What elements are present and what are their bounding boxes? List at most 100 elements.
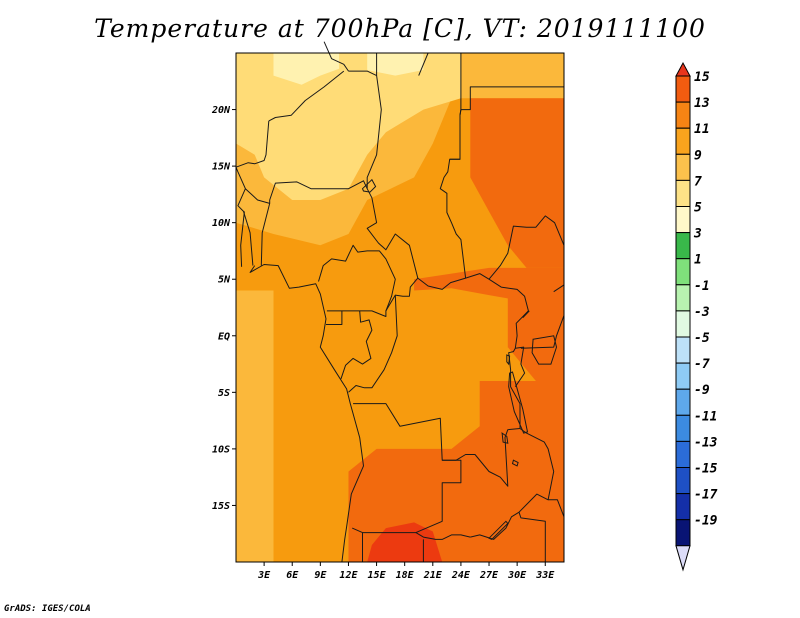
- sudan-warm-zone: [470, 98, 564, 268]
- x-tick-label: 9E: [314, 570, 327, 581]
- lake-bangweulu: [511, 459, 519, 467]
- colorbar-box: [675, 258, 691, 286]
- grads-credit: GrADS: IGES/COLA: [4, 604, 91, 614]
- x-tick-label: 15E: [368, 570, 387, 581]
- lake-kariba: [488, 520, 509, 540]
- border-line: [249, 264, 364, 563]
- border-line: [348, 70, 419, 279]
- chart-title: Temperature at 700hPa [C], VT: 201911110…: [94, 14, 706, 43]
- border-line: [348, 295, 398, 393]
- colorbar-box: [675, 284, 691, 312]
- colorbar-label: 15: [694, 70, 710, 85]
- border-line: [449, 53, 462, 160]
- colorbar-label: 11: [694, 122, 710, 137]
- colorbar-label: 3: [693, 227, 702, 242]
- border-line: [514, 346, 526, 387]
- x-tick-label: 6E: [286, 570, 299, 581]
- colorbar-label: -9: [694, 383, 710, 398]
- lake-chad: [361, 178, 377, 193]
- colorbar-box: [675, 127, 691, 155]
- colorbar-label: -3: [694, 305, 710, 320]
- border-line: [235, 120, 270, 168]
- lake-tanganyika: [508, 371, 529, 434]
- colorbar-bottom-arrow: [675, 545, 691, 572]
- colorbar-label: -13: [694, 435, 718, 450]
- x-tick-label: 33E: [535, 570, 555, 581]
- border-line: [340, 310, 373, 379]
- y-tick-label: 5S: [218, 388, 230, 399]
- border-line: [318, 244, 396, 312]
- border-line: [488, 215, 565, 280]
- colorbar-label: -11: [694, 409, 717, 424]
- x-tick-label: 30E: [507, 570, 527, 581]
- y-tick-label: 10S: [212, 444, 230, 455]
- border-line: [323, 41, 349, 72]
- border-line: [351, 403, 462, 534]
- colorbar-label: 5: [694, 201, 702, 216]
- colorbar-box: [675, 414, 691, 442]
- colorbar-box: [675, 75, 691, 103]
- colorbar-label: -5: [694, 331, 710, 346]
- border-line: [553, 284, 565, 293]
- colorbar-label: -7: [694, 357, 710, 372]
- lake-kivu: [506, 354, 511, 366]
- border-line: [439, 86, 564, 279]
- colorbar-label: -17: [694, 488, 718, 503]
- colorbar-box: [675, 467, 691, 495]
- colorbar-box: [675, 336, 691, 364]
- colorbar-box: [675, 362, 691, 390]
- border-line: [237, 188, 254, 266]
- border-line: [260, 180, 368, 266]
- colorbar-box: [675, 388, 691, 416]
- east-africa-warm: [507, 290, 564, 404]
- x-tick-label: 21E: [423, 570, 443, 581]
- lake-albert: [522, 310, 530, 319]
- colorbar-box: [675, 519, 691, 547]
- y-tick-label: EQ: [218, 331, 230, 342]
- y-tick-label: 20N: [211, 105, 231, 116]
- border-line: [415, 532, 471, 540]
- y-tick-label: 10N: [212, 218, 231, 229]
- border-line: [518, 512, 546, 562]
- border-line: [326, 273, 529, 487]
- border-line: [240, 211, 245, 267]
- y-tick-label: 15N: [212, 162, 231, 173]
- hot-spot-northeast: [367, 53, 424, 76]
- y-tick-label: 5N: [218, 275, 231, 286]
- colorbar-top-arrow: [675, 61, 691, 77]
- x-tick-label: 18E: [396, 570, 415, 581]
- colorbar-label: -19: [694, 514, 718, 529]
- colorbar-label: 1: [694, 253, 702, 268]
- colorbar-box: [675, 101, 691, 129]
- x-tick-label: 27E: [479, 570, 499, 581]
- gulf-coast-strip: [236, 290, 274, 562]
- x-tick-label: 24E: [451, 570, 471, 581]
- colorbar-label: -1: [694, 279, 710, 294]
- lake-victoria: [531, 335, 558, 365]
- colorbar-label: 9: [694, 148, 702, 163]
- colorbar-label: -15: [694, 462, 718, 477]
- border-line: [418, 52, 429, 76]
- colorbar-box: [675, 310, 691, 338]
- border-line: [326, 310, 343, 325]
- country-borders: [235, 41, 565, 563]
- colorbar-label: 13: [694, 96, 710, 111]
- y-tick-label: 15S: [212, 501, 230, 512]
- colorbar-labels: 15 13 11 9 7 5 3 1 -1 -3 -5 -7 -9 -11 -13 -15 -17 -19: [693, 70, 718, 529]
- map-frame: [235, 52, 565, 563]
- lake-mweru: [501, 432, 509, 444]
- colorbar-label: 7: [694, 174, 702, 189]
- x-tick-label: 12E: [339, 570, 358, 581]
- colorbar-box: [675, 179, 691, 207]
- colorbar-box: [675, 493, 691, 521]
- x-tick-label: 3E: [257, 570, 271, 581]
- hot-spot-north: [273, 53, 340, 85]
- temperature-field: [236, 53, 564, 562]
- colorbar-box: [675, 153, 691, 181]
- colorbar-box: [675, 206, 691, 234]
- sahara-zone: [236, 53, 461, 200]
- colorbar-boxes: [675, 61, 691, 572]
- map-axes: 20N 15N 10N 5N EQ 5S 10S 15S 3E 6E 9E 12E 15E 18E 21E 2…: [211, 52, 565, 581]
